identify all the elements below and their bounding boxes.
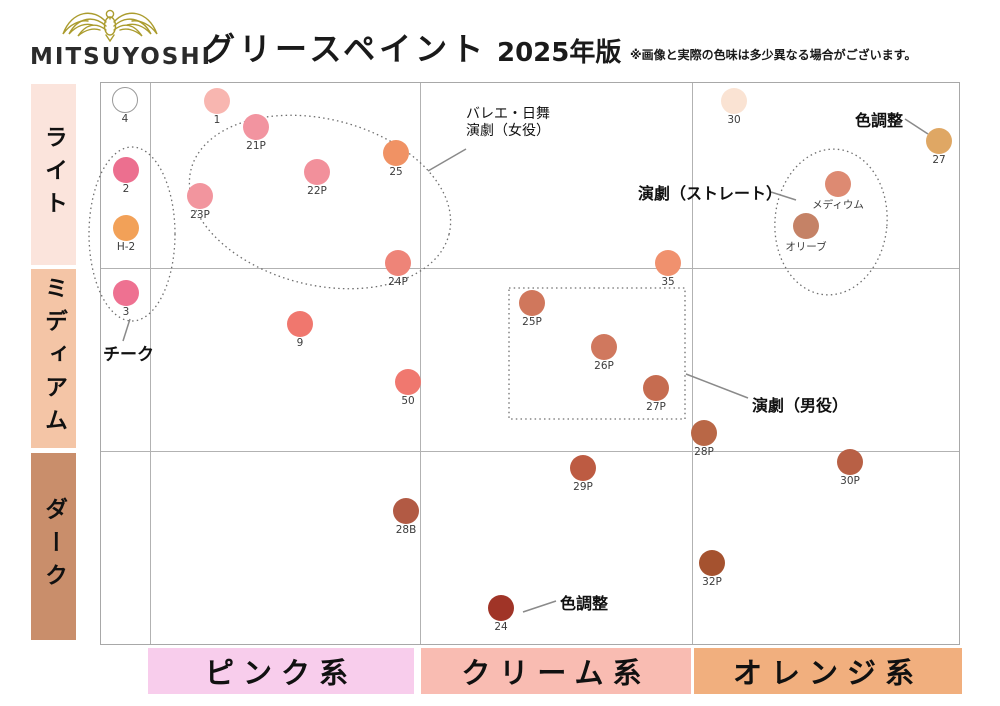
brand-name: MITSUYOSHI — [30, 44, 213, 70]
color-disclaimer: ※画像と実際の色味は多少異なる場合がございます。 — [630, 48, 917, 62]
column-label-orange: オレンジ系 — [732, 656, 923, 690]
column-label-cream: クリーム系 — [461, 656, 651, 690]
row-band-medium: ミディアム — [31, 269, 76, 448]
row-band-dark: ダーク — [31, 453, 76, 640]
grid-line-vertical-2 — [691, 83, 693, 644]
grid-line-vertical-substrip — [149, 83, 151, 644]
column-label-pink: ピンク系 — [204, 656, 357, 690]
edition-label: 2025年版 — [497, 38, 622, 68]
page-title: グリースペイント — [203, 30, 488, 68]
grid-line-vertical-1 — [419, 83, 421, 644]
row-label-dark: ダーク — [40, 497, 67, 596]
column-band-pink: ピンク系 — [148, 648, 414, 694]
row-label-medium: ミディアム — [40, 276, 67, 441]
row-band-light: ライト — [31, 84, 76, 265]
plot-area — [100, 82, 960, 645]
column-band-cream: クリーム系 — [421, 648, 691, 694]
grid-line-horizontal-1 — [101, 267, 959, 269]
column-band-orange: オレンジ系 — [694, 648, 962, 694]
eagle-icon — [62, 9, 158, 43]
row-label-light: ライト — [40, 125, 67, 224]
grid-line-horizontal-2 — [101, 450, 959, 452]
brand-logo: MITSUYOSHI — [30, 6, 213, 70]
